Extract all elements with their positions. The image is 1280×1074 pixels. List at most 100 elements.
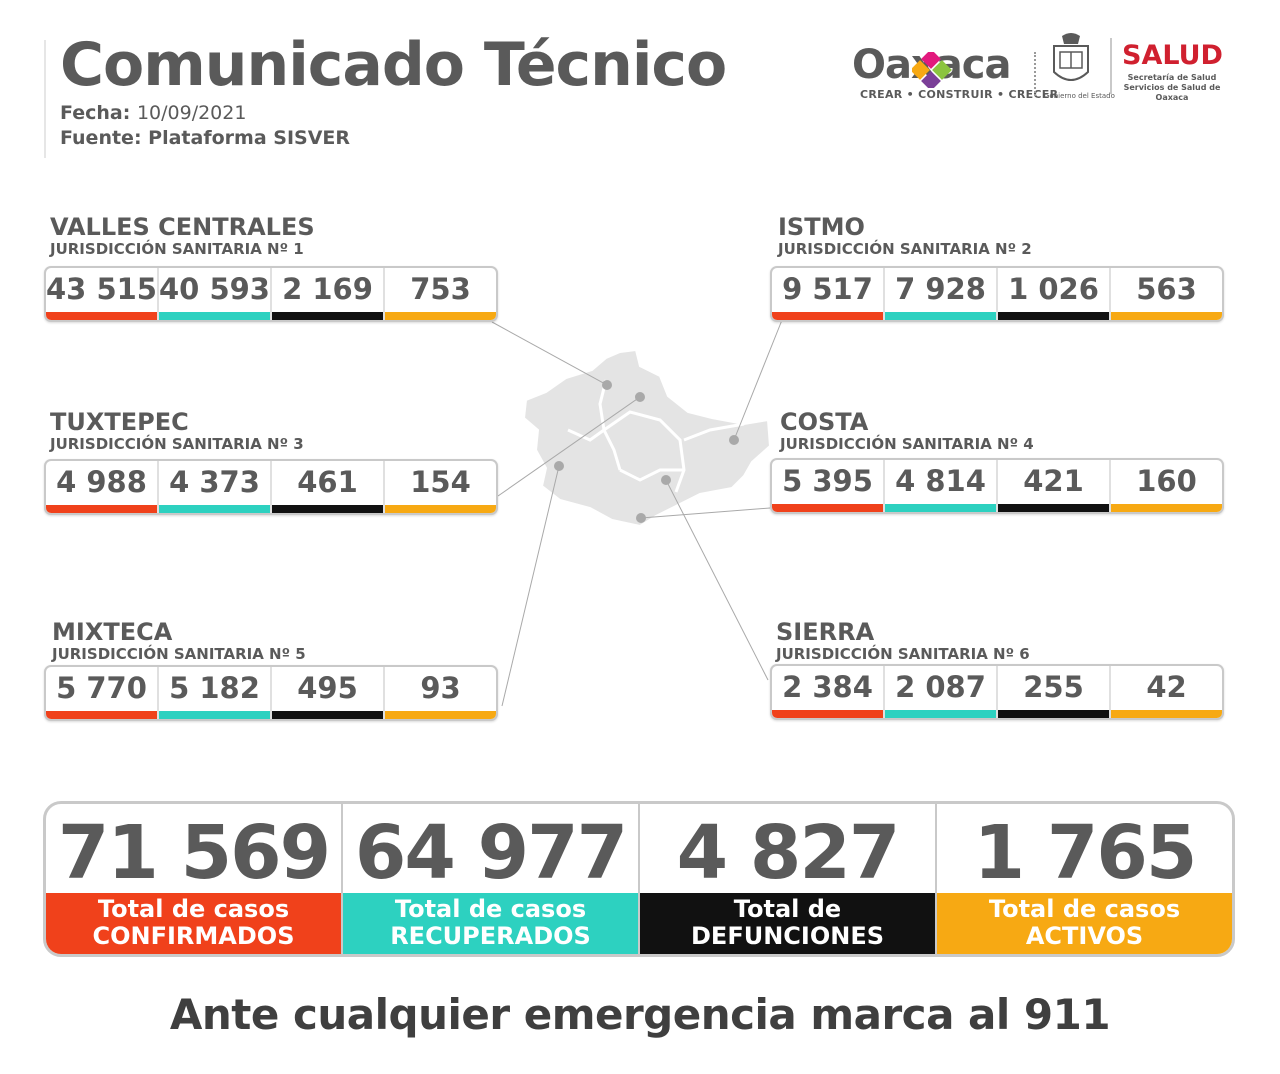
region-stat-recovered-value: 2 087 <box>895 670 986 704</box>
region-stat-recovered-color-strip <box>159 505 270 513</box>
region-stat-active: 753 <box>383 268 496 320</box>
region-stat-confirmed-color-strip <box>772 312 883 320</box>
region-stat-deaths: 495 <box>270 667 383 719</box>
region-jurisdiction-tuxtepec: JURISDICCIÓN SANITARIA Nº 3 <box>50 435 304 453</box>
region-stat-confirmed-color-strip <box>772 710 883 718</box>
region-stat-recovered: 5 182 <box>157 667 270 719</box>
region-stat-confirmed-color-strip <box>46 312 157 320</box>
total-active-label-2: ACTIVOS <box>1025 922 1144 950</box>
region-stat-confirmed-color-strip <box>46 711 157 719</box>
region-stat-confirmed: 9 517 <box>772 268 883 320</box>
salud-logo: SALUD <box>1122 40 1223 71</box>
region-stat-confirmed-color-strip <box>46 505 157 513</box>
region-stat-confirmed: 5 770 <box>46 667 157 719</box>
total-confirmed: 71 569 Total de casos CONFIRMADOS <box>46 804 341 954</box>
total-deaths-label-2: DEFUNCIONES <box>691 922 884 950</box>
region-stat-active-color-strip <box>1111 504 1222 512</box>
region-stat-recovered-value: 7 928 <box>895 272 986 306</box>
region-stat-recovered-value: 5 182 <box>169 671 260 705</box>
region-stat-active-value: 42 <box>1146 670 1187 704</box>
region-stat-active: 93 <box>383 667 496 719</box>
total-active-label: Total de casos ACTIVOS <box>937 893 1232 954</box>
region-stat-recovered: 7 928 <box>883 268 996 320</box>
region-stat-recovered-value: 4 814 <box>895 464 986 498</box>
region-stat-active-value: 154 <box>410 465 471 499</box>
salud-divider <box>1110 38 1112 94</box>
region-stat-confirmed: 4 988 <box>46 461 157 513</box>
total-recovered-label-1: Total de casos <box>394 895 587 923</box>
region-stat-confirmed-value: 9 517 <box>782 272 873 306</box>
region-stat-active: 42 <box>1109 666 1222 718</box>
region-stat-deaths: 421 <box>996 460 1109 512</box>
region-stat-active-value: 753 <box>410 272 471 306</box>
total-recovered-label-2: RECUPERADOS <box>390 922 591 950</box>
region-stat-active-color-strip <box>385 505 496 513</box>
region-name-tuxtepec: TUXTEPEC <box>50 408 189 436</box>
region-stat-deaths-value: 461 <box>297 465 358 499</box>
region-stat-deaths-value: 2 169 <box>282 272 373 306</box>
region-stat-recovered-color-strip <box>885 312 996 320</box>
region-stat-active: 154 <box>383 461 496 513</box>
region-stats-valles-centrales: 43 515 40 593 2 169 753 <box>44 266 498 322</box>
region-stat-confirmed-value: 5 770 <box>56 671 147 705</box>
region-stat-confirmed: 43 515 <box>46 268 157 320</box>
fuente-label: Fuente: <box>60 127 142 149</box>
region-stats-costa: 5 395 4 814 421 160 <box>770 458 1224 514</box>
region-stat-recovered: 4 814 <box>883 460 996 512</box>
page-title: Comunicado Técnico <box>60 30 727 100</box>
region-name-valles-centrales: VALLES CENTRALES <box>50 213 315 241</box>
region-name-costa: COSTA <box>780 408 869 436</box>
total-recovered-label: Total de casos RECUPERADOS <box>343 893 638 954</box>
region-stat-active-value: 563 <box>1136 272 1197 306</box>
region-stat-active-color-strip <box>1111 710 1222 718</box>
region-stat-deaths: 255 <box>996 666 1109 718</box>
region-stat-active-value: 93 <box>420 671 461 705</box>
region-jurisdiction-istmo: JURISDICCIÓN SANITARIA Nº 2 <box>778 240 1032 258</box>
total-active-value: 1 765 <box>973 810 1198 896</box>
total-active: 1 765 Total de casos ACTIVOS <box>935 804 1232 954</box>
region-name-sierra: SIERRA <box>776 618 875 646</box>
total-confirmed-label: Total de casos CONFIRMADOS <box>46 893 341 954</box>
region-stat-deaths-value: 495 <box>297 671 358 705</box>
fuente-line: Fuente: Plataforma SISVER <box>60 127 350 149</box>
region-name-istmo: ISTMO <box>778 213 865 241</box>
connector-lines <box>491 319 783 707</box>
region-stats-tuxtepec: 4 988 4 373 461 154 <box>44 459 498 515</box>
region-stat-confirmed-value: 43 515 <box>46 272 157 306</box>
salud-sub-line-1: Secretaría de Salud <box>1127 73 1217 82</box>
salud-subtitle: Secretaría de Salud Servicios de Salud d… <box>1122 73 1222 103</box>
region-borders <box>567 379 745 493</box>
region-stat-confirmed-value: 5 395 <box>782 464 873 498</box>
region-stat-confirmed-value: 2 384 <box>782 670 873 704</box>
region-name-mixteca: MIXTECA <box>52 618 173 646</box>
region-stat-confirmed-value: 4 988 <box>56 465 147 499</box>
region-stats-sierra: 2 384 2 087 255 42 <box>770 664 1224 720</box>
region-stat-deaths-value: 1 026 <box>1008 272 1099 306</box>
total-confirmed-label-2: CONFIRMADOS <box>92 922 295 950</box>
region-stats-mixteca: 5 770 5 182 495 93 <box>44 665 498 721</box>
title-accent-bar <box>44 40 46 158</box>
region-stat-recovered-value: 40 593 <box>159 272 270 306</box>
oaxaca-logo-mark-icon <box>912 52 952 88</box>
total-confirmed-value: 71 569 <box>57 810 331 896</box>
fecha-value: 10/09/2021 <box>136 102 247 124</box>
region-stat-recovered: 40 593 <box>157 268 270 320</box>
fecha-line: Fecha: 10/09/2021 <box>60 102 246 124</box>
region-stat-recovered-color-strip <box>885 504 996 512</box>
region-stat-recovered: 2 087 <box>883 666 996 718</box>
region-stat-active: 160 <box>1109 460 1222 512</box>
total-recovered-value: 64 977 <box>354 810 628 896</box>
region-jurisdiction-costa: JURISDICCIÓN SANITARIA Nº 4 <box>780 435 1034 453</box>
total-deaths-label-1: Total de <box>733 895 842 923</box>
region-stat-recovered-value: 4 373 <box>169 465 260 499</box>
totals-panel: 71 569 Total de casos CONFIRMADOS 64 977… <box>43 801 1235 957</box>
gobierno-label: Gobierno del Estado <box>1044 92 1115 100</box>
total-deaths-label: Total de DEFUNCIONES <box>640 893 935 954</box>
region-stat-active: 563 <box>1109 268 1222 320</box>
logo-divider <box>1034 52 1036 96</box>
region-stat-deaths-color-strip <box>272 711 383 719</box>
region-jurisdiction-mixteca: JURISDICCIÓN SANITARIA Nº 5 <box>52 645 306 663</box>
total-deaths: 4 827 Total de DEFUNCIONES <box>638 804 935 954</box>
region-stat-active-value: 160 <box>1136 464 1197 498</box>
